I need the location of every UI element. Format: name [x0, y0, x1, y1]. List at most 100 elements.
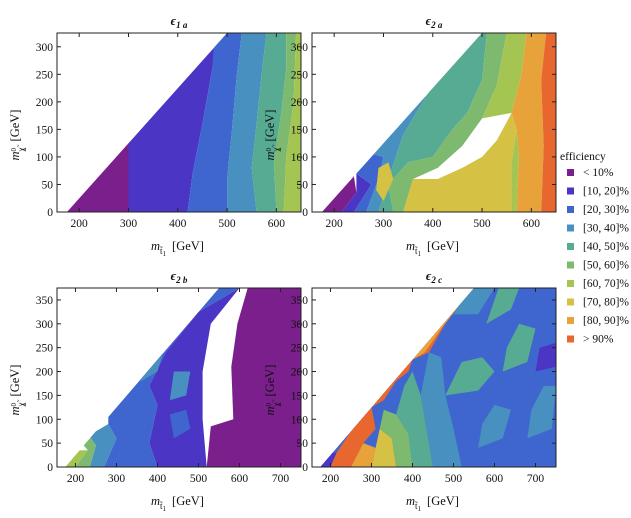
heatmap-region-8	[403, 112, 517, 212]
heatmap-regions	[65, 288, 301, 467]
y-tick-label: 200	[36, 97, 54, 109]
heatmap-region-7	[376, 162, 394, 201]
panel-title: ϵ1 a	[171, 14, 188, 30]
heatmap-region-9	[482, 33, 527, 119]
legend-swatch	[567, 243, 574, 250]
y-tick-label: 150	[36, 124, 54, 136]
x-tick-label: 600	[523, 218, 541, 230]
y-axis-label: mχ̃0 1[GeV]	[8, 365, 28, 416]
y-tick-label: 0	[47, 462, 53, 474]
heatmap-region-1	[321, 176, 357, 212]
heatmap-region-2	[341, 173, 372, 212]
heatmap-region-13	[420, 288, 446, 324]
y-tick-label: 0	[302, 462, 308, 474]
heatmap-region-7	[283, 33, 301, 212]
legend-swatch	[567, 187, 574, 195]
heatmap-region-11	[511, 33, 547, 212]
y-tick-label: 100	[36, 414, 54, 426]
legend-swatch	[567, 317, 574, 324]
x-tick-label: 300	[120, 218, 138, 230]
x-tick-label: 300	[108, 473, 126, 485]
x-tick-label: 700	[527, 473, 545, 485]
heatmap-region-1	[65, 450, 88, 467]
x-tick-label: 300	[363, 473, 381, 485]
heatmap-panel-3: 200 300 400 500 600 700 0 50 100 150 200 250 300 350 ϵ…	[8, 269, 302, 513]
heatmap-region-9	[206, 288, 301, 467]
heatmap-region-15	[445, 357, 495, 396]
y-tick-label: 150	[291, 124, 309, 136]
heatmap-region-9	[379, 409, 413, 467]
heatmap-regions	[320, 288, 556, 467]
heatmap-region-2	[128, 33, 228, 212]
legend-label: [20, 30]%	[583, 204, 629, 216]
heatmap-region-16	[478, 404, 511, 448]
x-tick-label: 600	[231, 473, 249, 485]
x-tick-label: 600	[268, 218, 286, 230]
y-tick-label: 100	[291, 414, 309, 426]
y-tick-label: 250	[36, 69, 54, 81]
legend-swatch	[567, 335, 574, 343]
x-axis-label: mt̃1[GeV]	[151, 494, 204, 513]
heatmap-region-1	[66, 141, 130, 212]
x-tick-label: 200	[67, 473, 85, 485]
y-tick-label: 50	[42, 438, 54, 450]
y-tick-label: 100	[36, 152, 54, 164]
heatmap-region-11	[396, 371, 433, 467]
heatmap-region-8	[371, 428, 397, 467]
y-axis-label: mχ̃0 1[GeV]	[263, 365, 283, 416]
heatmap-region-3	[187, 33, 242, 212]
x-tick-label: 700	[272, 473, 290, 485]
plot-frame	[311, 287, 557, 468]
y-tick-label: 300	[36, 319, 54, 331]
x-tick-label: 500	[218, 218, 236, 230]
y-tick-label: 50	[42, 179, 54, 191]
x-tick-label: 200	[326, 218, 344, 230]
plot-frame	[56, 287, 302, 468]
legend-label: [40, 50]%	[583, 241, 629, 253]
heatmap-region-10	[511, 129, 519, 212]
heatmap-region-17	[502, 323, 536, 372]
heatmap-region-2	[75, 433, 96, 467]
heatmap-region-4	[366, 33, 483, 212]
plot-frame	[311, 32, 557, 213]
heatmap-regions	[321, 33, 556, 212]
legend-swatch	[567, 206, 574, 213]
y-axis-label: mχ̃0 1[GeV]	[263, 110, 283, 161]
y-tick-label: 300	[291, 42, 309, 54]
y-tick-label: 150	[291, 390, 309, 402]
heatmap-regions	[66, 33, 301, 212]
x-tick-label: 300	[375, 218, 393, 230]
legend-label: [50, 60]%	[583, 260, 629, 272]
heatmap-region-8	[169, 409, 191, 439]
heatmap-region-6	[273, 33, 297, 212]
legend-swatch	[567, 169, 574, 176]
y-tick-label: 200	[291, 97, 309, 109]
legend-label: > 90%	[583, 334, 614, 346]
heatmap-region-3	[353, 154, 384, 212]
x-tick-label: 200	[71, 218, 89, 230]
y-tick-label: 50	[297, 179, 309, 191]
x-axis-label: mt̃1[GeV]	[151, 239, 204, 258]
y-tick-label: 200	[36, 367, 54, 379]
plot-frame	[56, 32, 302, 213]
legend-label: [80, 90]%	[583, 315, 629, 327]
x-tick-label: 400	[404, 473, 422, 485]
x-tick-label: 400	[149, 473, 167, 485]
heatmap-region-4	[104, 288, 240, 467]
y-tick-label: 200	[291, 367, 309, 379]
heatmap-region-2	[320, 452, 337, 467]
y-tick-label: 250	[36, 343, 54, 355]
panel-title: ϵ2 b	[171, 269, 188, 285]
y-tick-label: 0	[302, 207, 308, 219]
heatmap-region-3	[87, 424, 117, 467]
y-tick-label: 300	[291, 319, 309, 331]
y-tick-label: 150	[36, 390, 54, 402]
legend-label: [30, 40]%	[583, 223, 629, 235]
heatmap-panel-1: 200 300 400 500 600 0 50 100 150 200 250 300 ϵ1 a mt̃…	[8, 14, 302, 258]
panel-title: ϵ2 c	[426, 269, 442, 285]
heatmap-region-20	[486, 288, 520, 324]
y-tick-label: 350	[291, 295, 309, 307]
legend-label: [10, 20]%	[583, 186, 629, 198]
